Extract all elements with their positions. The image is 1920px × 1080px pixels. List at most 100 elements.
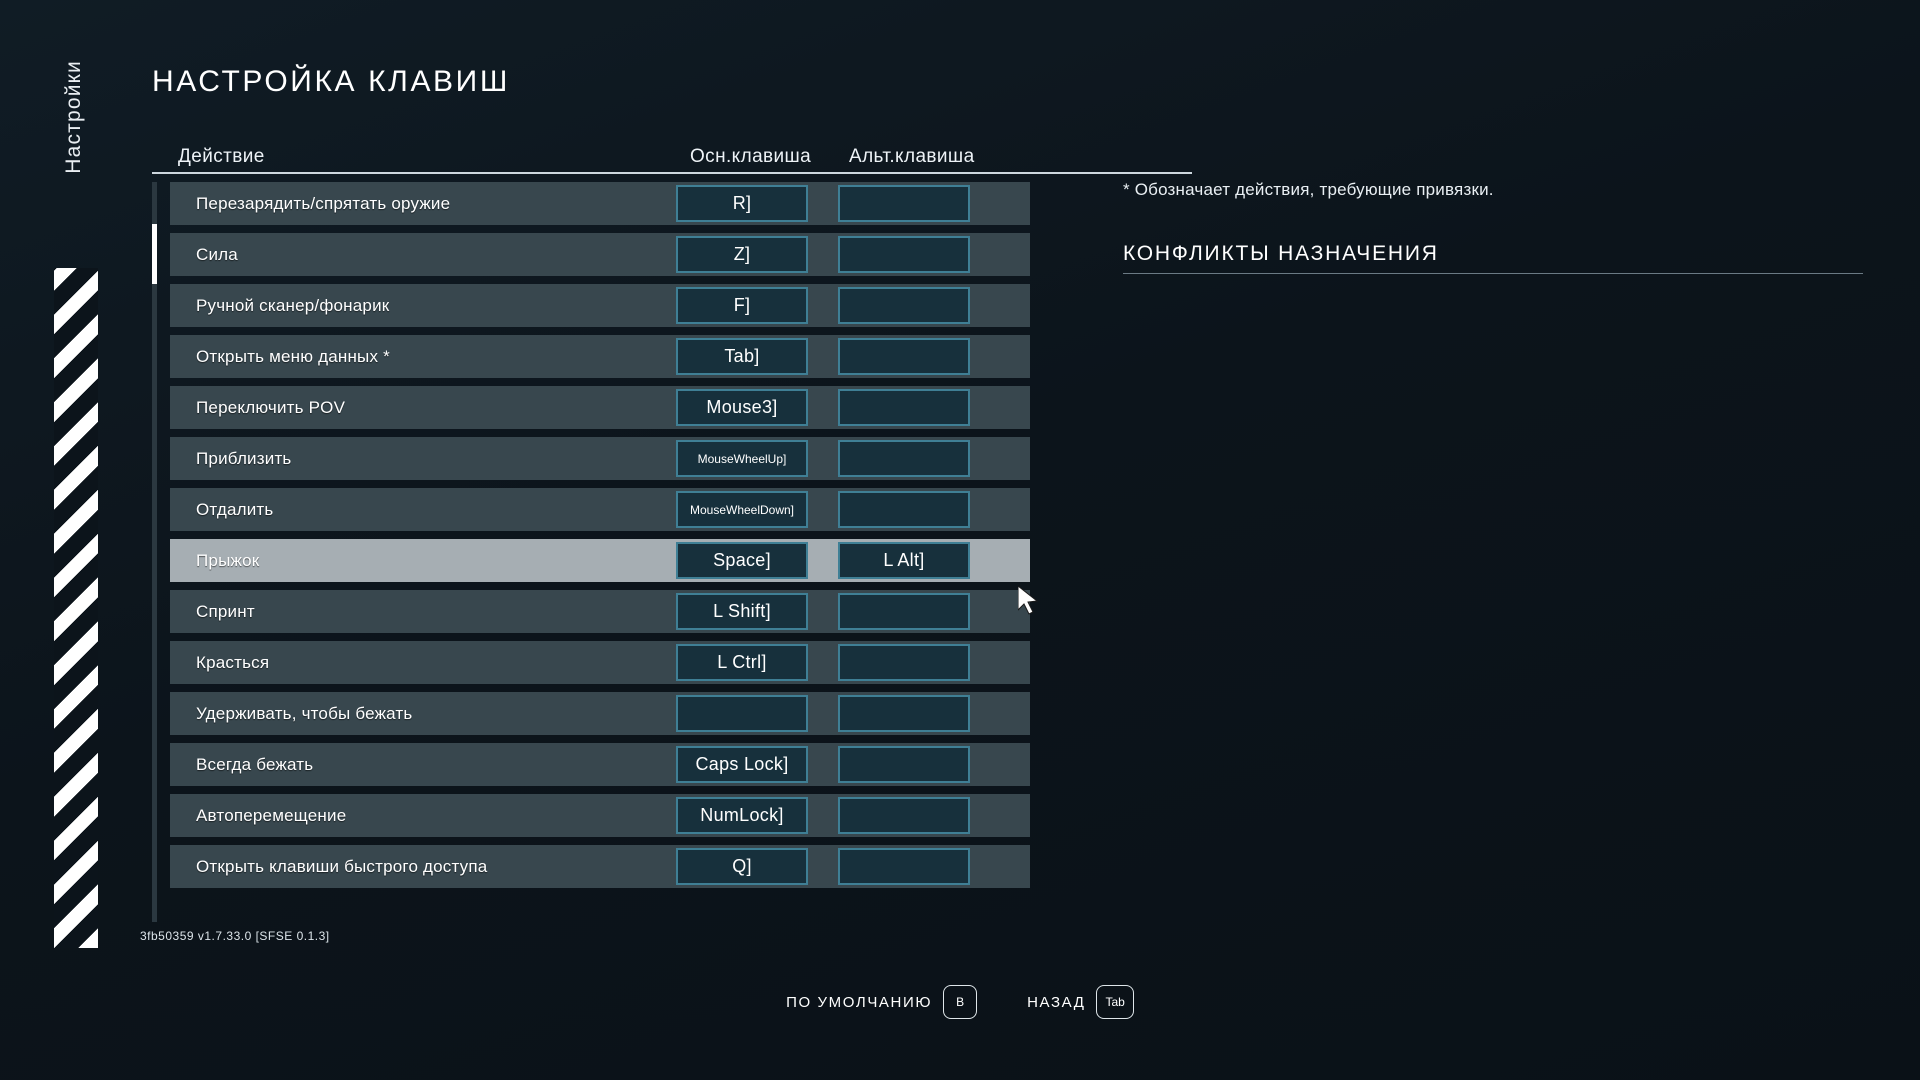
defaults-key-badge: B — [943, 985, 978, 1019]
primary-key-cell: MouseWheelUp] — [676, 440, 808, 477]
action-label: Сила — [196, 244, 238, 264]
primary-key-cell: Mouse3] — [676, 389, 808, 426]
table-row[interactable]: Прыжок Space] L Alt] — [170, 539, 1030, 582]
primary-key-cell: Space] — [676, 542, 808, 579]
column-header-alternate-key: Альт.клавиша — [849, 146, 975, 167]
action-label: Всегда бежать — [196, 754, 314, 774]
action-label: Открыть меню данных * — [196, 346, 390, 366]
primary-key-button[interactable]: MouseWheelUp] — [676, 440, 808, 477]
alternate-key-button[interactable] — [838, 236, 970, 273]
primary-key-button[interactable] — [676, 695, 808, 732]
primary-key-button[interactable]: Z] — [676, 236, 808, 273]
primary-key-button[interactable]: R] — [676, 185, 808, 222]
back-button[interactable]: НАЗАД Tab — [1027, 985, 1134, 1019]
primary-key-button[interactable]: L Ctrl] — [676, 644, 808, 681]
alternate-key-button[interactable] — [838, 287, 970, 324]
table-row[interactable]: Приблизить MouseWheelUp] — [170, 437, 1030, 480]
keybindings-table: Действие Осн.клавиша Альт.клавиша Переза… — [152, 140, 1192, 922]
alternate-key-cell — [838, 695, 970, 732]
alternate-key-cell — [838, 440, 970, 477]
primary-key-button[interactable]: Space] — [676, 542, 808, 579]
left-rail: Настройки — [0, 0, 118, 1080]
action-label: Удерживать, чтобы бежать — [196, 703, 413, 723]
table-row[interactable]: Всегда бежать Caps Lock] — [170, 743, 1030, 786]
action-label: Спринт — [196, 601, 255, 621]
table-row[interactable]: Сила Z] — [170, 233, 1030, 276]
primary-key-button[interactable]: F] — [676, 287, 808, 324]
table-row[interactable]: Удерживать, чтобы бежать — [170, 692, 1030, 735]
alternate-key-cell — [838, 338, 970, 375]
version-string: 3fb50359 v1.7.33.0 [SFSE 0.1.3] — [140, 929, 330, 943]
alternate-key-button[interactable] — [838, 440, 970, 477]
mouse-cursor-icon — [1018, 586, 1039, 615]
defaults-label: ПО УМОЛЧАНИЮ — [786, 993, 933, 1011]
column-header-action: Действие — [178, 146, 265, 167]
sidebar-title: Настройки — [62, 60, 85, 174]
conflicts-heading: КОНФЛИКТЫ НАЗНАЧЕНИЯ — [1123, 242, 1863, 274]
primary-key-button[interactable]: Mouse3] — [676, 389, 808, 426]
alternate-key-button[interactable] — [838, 644, 970, 681]
primary-key-button[interactable]: L Shift] — [676, 593, 808, 630]
alternate-key-cell — [838, 185, 970, 222]
alternate-key-button[interactable] — [838, 746, 970, 783]
primary-key-button[interactable]: Q] — [676, 848, 808, 885]
table-row[interactable]: Красться L Ctrl] — [170, 641, 1030, 684]
alternate-key-button[interactable]: L Alt] — [838, 542, 970, 579]
table-row[interactable]: Отдалить MouseWheelDown] — [170, 488, 1030, 531]
primary-key-cell: Caps Lock] — [676, 746, 808, 783]
table-row[interactable]: Ручной сканер/фонарик F] — [170, 284, 1030, 327]
action-label: Автоперемещение — [196, 805, 347, 825]
primary-key-button[interactable]: NumLock] — [676, 797, 808, 834]
action-label: Ручной сканер/фонарик — [196, 295, 390, 315]
alternate-key-cell — [838, 644, 970, 681]
table-row[interactable]: Перезарядить/спрятать оружие R] — [170, 182, 1030, 225]
primary-key-cell: Z] — [676, 236, 808, 273]
table-row[interactable]: Открыть клавиши быстрого доступа Q] — [170, 845, 1030, 888]
scrollbar-track[interactable] — [152, 182, 157, 922]
binding-required-note: * Обозначает действия, требующие привязк… — [1123, 180, 1494, 199]
alternate-key-cell — [838, 236, 970, 273]
alternate-key-button[interactable] — [838, 185, 970, 222]
primary-key-cell: L Shift] — [676, 593, 808, 630]
table-body: Перезарядить/спрятать оружие R] Сила Z] Ручн… — [152, 182, 1192, 922]
table-row[interactable]: Переключить POV Mouse3] — [170, 386, 1030, 429]
alternate-key-button[interactable] — [838, 338, 970, 375]
diagonal-stripes-icon — [54, 268, 98, 948]
back-key-badge: Tab — [1096, 985, 1134, 1019]
table-row[interactable]: Автоперемещение NumLock] — [170, 794, 1030, 837]
primary-key-button[interactable]: MouseWheelDown] — [676, 491, 808, 528]
alternate-key-cell — [838, 491, 970, 528]
scrollbar-thumb[interactable] — [152, 224, 157, 284]
primary-key-cell: Q] — [676, 848, 808, 885]
primary-key-cell: L Ctrl] — [676, 644, 808, 681]
alternate-key-cell — [838, 389, 970, 426]
defaults-button[interactable]: ПО УМОЛЧАНИЮ B — [786, 985, 978, 1019]
primary-key-cell: NumLock] — [676, 797, 808, 834]
table-row[interactable]: Спринт L Shift] — [170, 590, 1030, 633]
action-label: Отдалить — [196, 499, 274, 519]
primary-key-button[interactable]: Tab] — [676, 338, 808, 375]
alternate-key-button[interactable] — [838, 593, 970, 630]
footer-bar: ПО УМОЛЧАНИЮ B НАЗАД Tab — [0, 985, 1920, 1019]
action-label: Открыть клавиши быстрого доступа — [196, 856, 488, 876]
alternate-key-cell — [838, 593, 970, 630]
table-row[interactable]: Открыть меню данных * Tab] — [170, 335, 1030, 378]
action-label: Приблизить — [196, 448, 292, 468]
action-label: Красться — [196, 652, 270, 672]
table-header-row: Действие Осн.клавиша Альт.клавиша — [152, 140, 1192, 174]
alternate-key-button[interactable] — [838, 695, 970, 732]
alternate-key-cell — [838, 797, 970, 834]
primary-key-cell: R] — [676, 185, 808, 222]
primary-key-cell — [676, 695, 808, 732]
alternate-key-button[interactable] — [838, 389, 970, 426]
page-title: НАСТРОЙКА КЛАВИШ — [152, 65, 510, 98]
right-panel: * Обозначает действия, требующие привязк… — [1123, 180, 1863, 274]
action-label: Прыжок — [196, 550, 260, 570]
action-label: Переключить POV — [196, 397, 346, 417]
alternate-key-button[interactable] — [838, 491, 970, 528]
primary-key-cell: Tab] — [676, 338, 808, 375]
alternate-key-button[interactable] — [838, 848, 970, 885]
alternate-key-button[interactable] — [838, 797, 970, 834]
primary-key-button[interactable]: Caps Lock] — [676, 746, 808, 783]
